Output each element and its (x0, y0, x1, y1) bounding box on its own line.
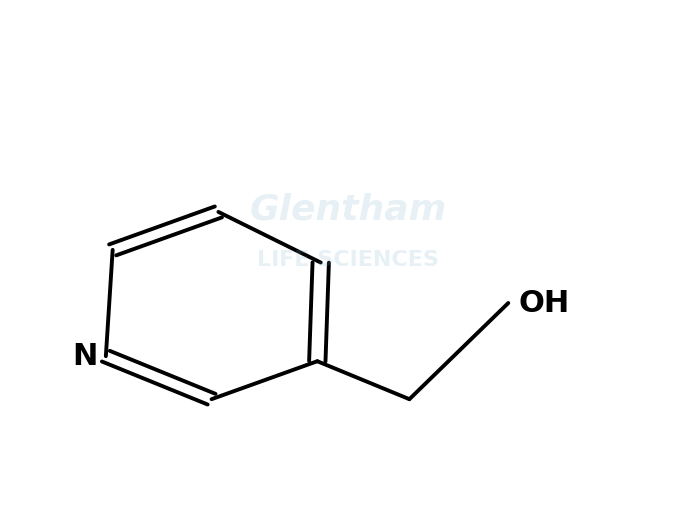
Text: Glentham: Glentham (249, 192, 447, 226)
Text: N: N (72, 342, 98, 371)
Text: LIFE SCIENCES: LIFE SCIENCES (257, 250, 439, 270)
Text: OH: OH (519, 289, 570, 318)
